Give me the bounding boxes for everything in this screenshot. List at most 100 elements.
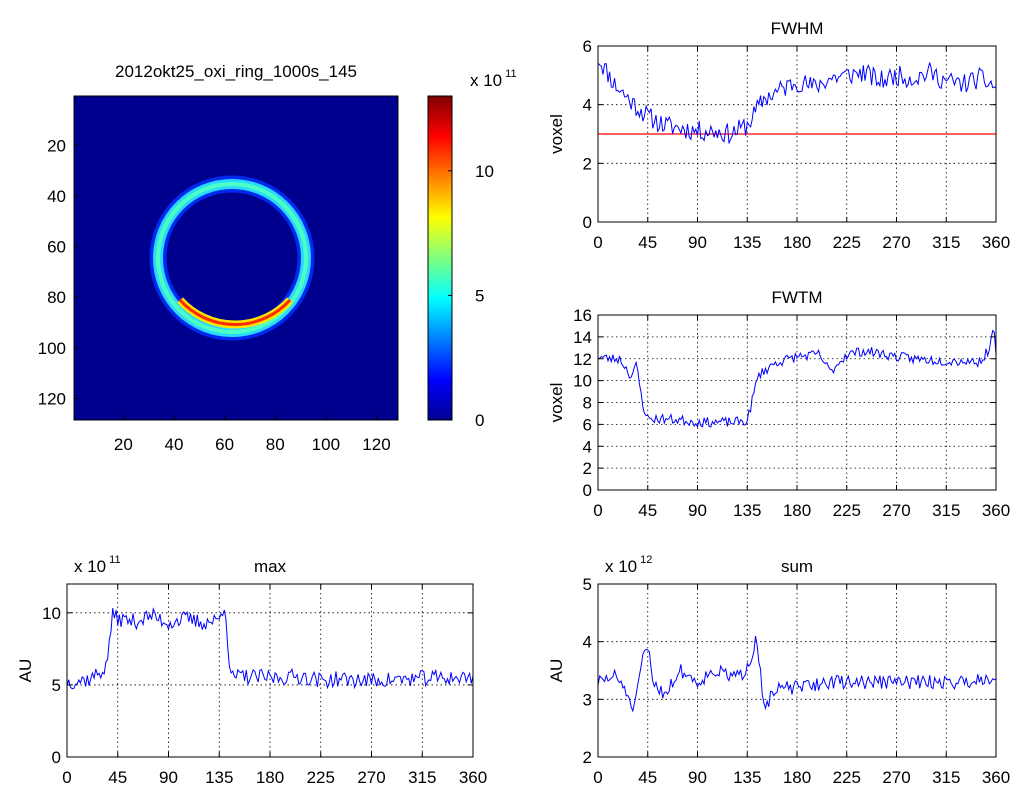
fwtm-y-tick-label: 14 [573,328,592,347]
max-ylabel: AU [16,659,35,683]
colorbar-tick-label: 5 [475,286,484,305]
max-series-line [66,607,474,690]
heatmap-y-tick-label: 20 [47,136,66,155]
fwtm-x-tick-label: 360 [982,501,1010,520]
fwhm-x-tick-label: 45 [638,233,657,252]
fwtm-x-tick-label: 180 [783,501,811,520]
fwhm-x-tick-label: 225 [833,233,861,252]
heatmap-y-tick-label: 80 [47,288,66,307]
fwhm-x-tick-label: 360 [982,233,1010,252]
fwhm-x-tick-label: 180 [783,233,811,252]
max-x-tick-label: 180 [256,768,284,787]
heatmap-panel: 2012okt25_oxi_ring_1000s_145 20 40 60 80 100… [38,62,399,454]
max-x-tick-label: 315 [408,768,436,787]
max-x-tick-label: 0 [62,768,71,787]
fwhm-x-tick-label: 315 [932,233,960,252]
fwhm-title: FWHM [771,19,824,38]
fwtm-x-tick-label: 270 [882,501,910,520]
sum-x-tick-label: 225 [833,768,861,787]
fwhm-ylabel: voxel [547,114,566,154]
fwtm-ylabel: voxel [547,383,566,423]
heatmap-y-tick-label: 40 [47,187,66,206]
max-x-tick-label: 90 [159,768,178,787]
sum-x-tick-label: 135 [733,768,761,787]
max-exponent: x 10 11 [74,554,121,576]
heatmap-ticks: 20 40 60 80 100 120 20 40 60 80 100 120 [38,136,391,454]
fwhm-panel: 0 45 90 135 180 225 270 315 360 0 2 4 6 FWHM voxel [547,19,1010,252]
fwtm-y-tick-label: 10 [573,372,592,391]
max-x-tick-label: 225 [307,768,335,787]
sum-y-tick-label: 2 [583,748,592,767]
heatmap-x-tick-label: 60 [215,435,234,454]
heatmap-image [74,96,398,420]
max-x-tick-label: 270 [357,768,385,787]
sum-x-tick-label: 0 [593,768,602,787]
fwtm-x-tick-label: 135 [733,501,761,520]
max-title: max [254,557,287,576]
fwtm-y-tick-label: 0 [583,481,592,500]
max-x-tick-label: 135 [205,768,233,787]
heatmap-frame [73,95,399,421]
fwhm-y-tick-label: 6 [583,37,592,56]
colorbar-gradient [428,96,452,420]
fwtm-y-tick-label: 4 [583,437,592,456]
fwtm-x-tick-label: 225 [833,501,861,520]
colorbar: 0 5 10 x 10 11 [427,68,517,430]
colorbar-ticks: 0 5 10 [448,162,494,430]
sum-x-tick-label: 45 [638,768,657,787]
fwtm-x-tick-label: 315 [932,501,960,520]
fwtm-y-tick-label: 12 [573,350,592,369]
fwhm-y-tick-label: 4 [583,96,592,115]
heatmap-x-tick-label: 120 [362,435,390,454]
fwtm-x-tick-label: 0 [593,501,602,520]
sum-x-tick-label: 315 [932,768,960,787]
heatmap-x-tick-label: 40 [165,435,184,454]
sum-title: sum [781,557,813,576]
fwtm-x-tick-label: 45 [638,501,657,520]
fwhm-x-tick-label: 135 [733,233,761,252]
max-x-tick-label: 360 [459,768,487,787]
fwhm-x-tick-label: 90 [688,233,707,252]
sum-ylabel: AU [547,659,566,683]
heatmap-x-tick-label: 100 [312,435,340,454]
fwtm-y-tick-label: 8 [583,394,592,413]
fwhm-y-tick-label: 0 [583,213,592,232]
fwhm-series-line [597,62,997,144]
fwhm-y-tick-label: 2 [583,154,592,173]
sum-x-tick-label: 180 [783,768,811,787]
fwtm-y-tick-label: 16 [573,306,592,325]
ring-bright-arc-red [178,298,292,326]
fwtm-title: FWTM [772,288,823,307]
max-panel: 0 45 90 135 180 225 270 315 360 0 5 10 max AU x 10 11 [16,554,487,787]
sum-x-tick-label: 270 [882,768,910,787]
heatmap-background [74,96,398,420]
ring-core [156,182,308,334]
fwtm-panel: 0 45 90 135 180 225 270 315 360 0 2 4 6 8 10 12 14 16 FWTM… [547,288,1010,520]
heatmap-title: 2012okt25_oxi_ring_1000s_145 [115,62,357,81]
colorbar-tick-label: 0 [475,411,484,430]
heatmap-x-tick-label: 80 [266,435,285,454]
colorbar-frame [427,95,453,421]
colorbar-exponent: x 10 11 [470,68,517,90]
colorbar-tick-label: 10 [475,162,494,181]
heatmap-y-tick-label: 120 [38,389,66,408]
fwhm-x-tick-label: 0 [593,233,602,252]
sum-y-tick-label: 3 [583,690,592,709]
heatmap-y-tick-label: 100 [38,339,66,358]
max-y-tick-label: 5 [52,676,61,695]
sum-series-line [597,636,997,713]
fwtm-series-line [597,329,997,429]
sum-x-tick-label: 90 [688,768,707,787]
fwtm-y-tick-label: 6 [583,415,592,434]
fwtm-y-tick-label: 2 [583,459,592,478]
heatmap-x-tick-label: 20 [114,435,133,454]
sum-y-tick-label: 5 [583,575,592,594]
sum-exponent: x 10 12 [605,554,652,576]
max-y-tick-label: 10 [42,604,61,623]
fwhm-x-tick-label: 270 [882,233,910,252]
max-y-tick-label: 0 [52,748,61,767]
sum-x-tick-label: 360 [982,768,1010,787]
max-x-tick-label: 45 [108,768,127,787]
